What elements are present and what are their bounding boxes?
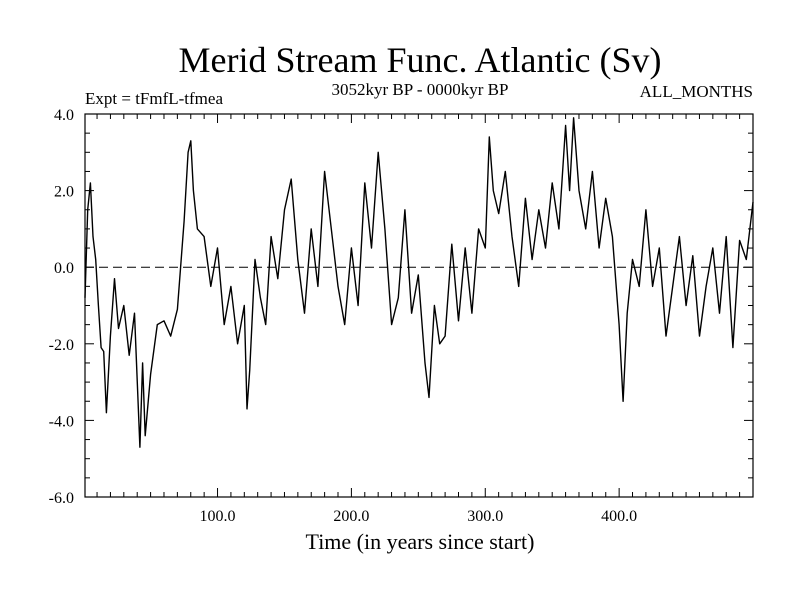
y-tick-label: -4.0 [49,413,74,430]
chart-title: Merid Stream Func. Atlantic (Sv) [179,40,662,80]
x-axis-label: Time (in years since start) [306,529,535,554]
y-tick-label: 4.0 [54,107,74,124]
x-tick-label: 300.0 [467,508,503,525]
months-label: ALL_MONTHS [640,82,753,101]
stream-function-series-line [84,117,754,448]
plot-frame [84,113,754,498]
x-tick-label: 400.0 [601,508,637,525]
axis-ticks [85,113,753,498]
y-tick-label: 2.0 [54,184,74,201]
x-tick-label: 100.0 [200,508,236,525]
y-tick-label: -6.0 [49,490,74,507]
y-tick-label: -2.0 [49,337,74,354]
time-range-label: 3052kyr BP - 0000kyr BP [332,80,509,99]
y-tick-label: 0.0 [54,260,74,277]
experiment-label: Expt = tFmfL-tfmea [85,89,223,108]
axis-tick-labels: -6.0 -4.0 -2.0 0.0 2.0 4.0 100.0 200.0 300.0 400.… [49,107,637,525]
x-tick-label: 200.0 [333,508,369,525]
